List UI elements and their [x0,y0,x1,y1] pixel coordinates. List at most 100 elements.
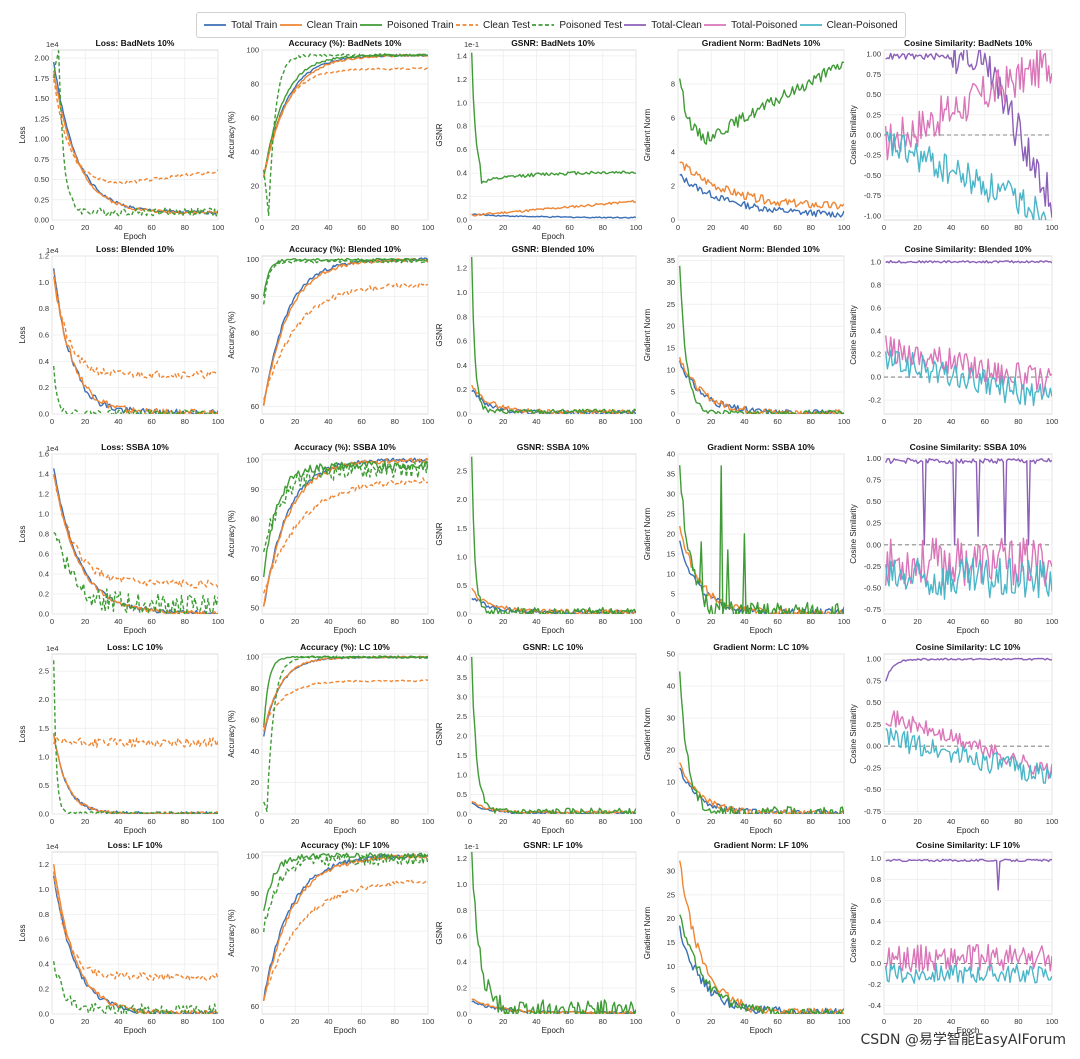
series-line-clean-poisoned [885,727,1052,784]
x-axis-label: Epoch [542,232,565,241]
x-tick-label: 0 [50,617,54,626]
series-line-poisoned-test [53,531,218,614]
y-axis-label: GSNR [435,522,444,545]
x-tick-label: 0 [882,817,886,826]
x-axis-label: Epoch [124,626,147,635]
legend-label: Total-Poisoned [731,19,798,31]
series-line-poisoned-train [679,671,844,814]
y-tick-label: 60 [251,114,259,123]
y-tick-label: 0.8 [457,122,467,131]
x-tick-label: 80 [1014,817,1022,826]
subplot-22: 0 20 40 60 80 100 60 70 80 90 100 Accuracy (%): LF … [227,840,434,1035]
x-tick-label: 100 [212,617,225,626]
x-tick-label: 20 [707,817,715,826]
y-tick-label: 4.0 [457,653,467,662]
x-tick-label: 60 [981,617,989,626]
y-tick-label: 0.0 [457,1010,467,1019]
y-tick-label: 1.2 [39,490,49,499]
y-axis-label: Loss [18,925,27,942]
y-tick-label: 1.00 [34,135,49,144]
y-tick-label: 0.6 [39,331,49,340]
figure-legend: Total Train Clean Train Poisoned Train Clea… [196,12,906,38]
legend-label: Poisoned Train [386,19,454,31]
y-tick-label: 1.6 [39,450,49,459]
x-tick-label: 100 [630,817,643,826]
y-tick-label: 0 [671,610,675,619]
y-tick-label: 90 [251,485,259,494]
x-tick-label: 40 [324,417,332,426]
y-tick-label: 1.2 [457,854,467,863]
x-tick-label: 60 [147,817,155,826]
x-tick-label: 0 [676,1017,680,1026]
x-tick-label: 40 [532,417,540,426]
series-line-poisoned-train [471,656,636,814]
y-axis-label: Cosine Similarity [849,704,858,764]
series-line-poisoned-test [53,660,218,814]
y-tick-label: 70 [251,365,259,374]
x-tick-label: 0 [468,817,472,826]
y-tick-label: 60 [251,574,259,583]
x-tick-label: 60 [357,817,365,826]
x-tick-label: 80 [807,223,815,232]
y-tick-label: 1.2 [457,75,467,84]
subplot-title: Cosine Similarity: BadNets 10% [904,38,1032,48]
y-axis-label: Loss [18,526,27,543]
x-axis-label: Epoch [957,826,980,835]
subplot-10: 0 20 40 60 80 100 -0.2 0.0 0.2 0.4 0.6 0.8 1.0 Cosine… [849,244,1058,426]
series-line-poisoned-test [53,366,218,414]
y-axis-label: Loss [18,726,27,743]
x-tick-label: 80 [181,223,189,232]
x-tick-label: 60 [981,223,989,232]
y-tick-label: 2.5 [457,712,467,721]
y-tick-label: 0.75 [866,70,881,79]
subplot-title: Accuracy (%): LC 10% [300,642,390,652]
y-tick-label: 0.75 [34,155,49,164]
x-tick-label: 0 [676,417,680,426]
x-tick-label: 60 [773,1017,781,1026]
y-axis-label: GSNR [435,722,444,745]
y-tick-label: 0.25 [866,110,881,119]
x-tick-label: 100 [630,223,643,232]
y-tick-label: 0.2 [871,938,881,947]
series-line-clean-test [263,679,428,728]
series-line-total-clean [885,457,1052,546]
x-tick-label: 60 [357,223,365,232]
x-tick-label: 0 [468,223,472,232]
x-tick-label: 0 [260,1017,264,1026]
y-axis-label: Cosine Similarity [849,305,858,365]
y-axis-label: Accuracy (%) [227,510,236,558]
x-tick-label: 0 [50,223,54,232]
y-tick-label: 0.25 [866,519,881,528]
y-tick-label: 1.0 [39,752,49,761]
y-tick-label: 20 [667,530,675,539]
y-tick-label: 90 [251,889,259,898]
subplot-24: 0 20 40 60 80 100 0 5 10 15 20 25 30 Gradient Norm: L… [643,840,850,1035]
series-line-total-clean [885,657,1052,682]
x-tick-label: 100 [212,417,225,426]
y-tick-label: 100 [246,653,259,662]
plot-area [469,49,637,221]
y-axis-label: Gradient Norm [643,108,652,161]
y-tick-label: 0.6 [457,932,467,941]
subplot-19: 0 20 40 60 80 100 0 10 20 30 40 50 Gradient Norm: LC… [643,642,850,835]
y-tick-label: 0 [671,1010,675,1019]
y-axis-label: Accuracy (%) [227,909,236,957]
legend-item-total-clean: Total-Clean [624,20,702,31]
x-tick-label: 60 [773,223,781,232]
subplot-title: GSNR: BadNets 10% [511,38,595,48]
y-tick-label: 1.4 [457,51,467,60]
series-line-clean-poisoned [885,131,1047,220]
y-tick-label: 1.0 [457,98,467,107]
subplot-1: 0 20 40 60 80 100 0.00 0.25 0.50 0.75 1.00 1.25 1.50… [18,38,224,241]
series-line-total-poisoned [885,943,1052,973]
y-tick-label: 20 [667,914,675,923]
x-tick-label: 40 [740,617,748,626]
series-line-poisoned-test [263,655,428,813]
y-tick-label: 40 [251,747,259,756]
legend-swatch [204,24,227,26]
y-tick-label: 25 [667,510,675,519]
y-axis-label: Cosine Similarity [849,105,858,165]
subplot-3: 0 20 40 60 80 100 0.0 0.2 0.4 0.6 0.8 1.0 1.2 1.4 GSNR… [435,38,642,241]
y-tick-label: 0.00 [866,742,881,751]
y-tick-label: -0.50 [864,171,881,180]
